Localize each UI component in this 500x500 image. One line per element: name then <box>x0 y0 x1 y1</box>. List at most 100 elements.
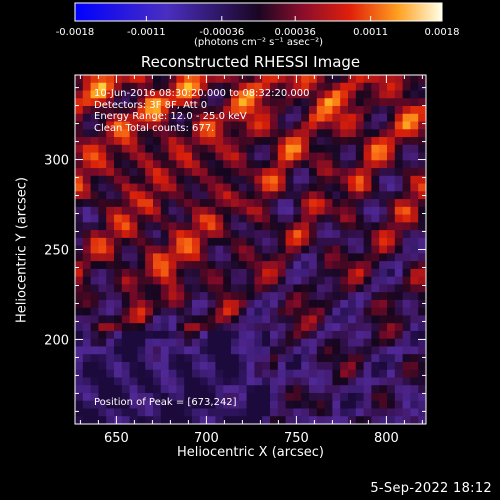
heatmap-cell <box>293 346 302 355</box>
heatmap-cell <box>371 90 380 99</box>
heatmap-cell <box>184 268 193 278</box>
heatmap-cell <box>379 168 388 177</box>
heatmap-cell <box>348 392 357 402</box>
heatmap-cell <box>121 377 131 386</box>
heatmap-cell <box>387 261 396 270</box>
heatmap-cell <box>192 199 201 208</box>
heatmap-cell <box>207 416 216 424</box>
heatmap-cell <box>348 121 357 130</box>
heatmap-cell <box>106 385 115 394</box>
heatmap-cell <box>379 408 388 417</box>
heatmap-cell <box>332 168 341 177</box>
heatmap-cell <box>402 307 411 317</box>
heatmap-cell <box>355 276 365 285</box>
heatmap-cell <box>168 253 177 262</box>
heatmap-cell <box>394 214 404 223</box>
heatmap-cell <box>121 245 131 254</box>
heatmap-cell <box>254 121 263 130</box>
heatmap-cell <box>223 222 232 231</box>
heatmap-cell <box>176 121 185 130</box>
heatmap-cell <box>215 75 224 84</box>
heatmap-cell <box>324 392 333 402</box>
heatmap-cell <box>402 206 411 216</box>
heatmap-cell <box>246 230 255 239</box>
heatmap-cell <box>270 82 279 92</box>
heatmap-cell <box>121 191 131 200</box>
heatmap-cell <box>324 307 333 317</box>
heatmap-cell <box>277 199 287 208</box>
heatmap-cell <box>114 315 123 324</box>
heatmap-cell <box>223 268 232 278</box>
heatmap-cell <box>90 152 99 161</box>
heatmap-cell <box>301 385 310 394</box>
heatmap-cell <box>340 276 349 285</box>
heatmap-cell <box>121 222 131 231</box>
heatmap-cell <box>176 385 185 394</box>
heatmap-cell <box>387 245 396 254</box>
heatmap-cell <box>410 268 419 278</box>
heatmap-cell <box>371 137 380 146</box>
heatmap-cell <box>387 392 396 402</box>
heatmap-cell <box>262 98 271 107</box>
heatmap-cell <box>387 400 396 410</box>
heatmap-cell <box>184 98 193 107</box>
heatmap-cell <box>324 323 333 332</box>
heatmap-cell <box>199 354 209 363</box>
heatmap-cell <box>153 106 162 115</box>
heatmap-cell <box>98 137 107 146</box>
heatmap-cell <box>394 284 404 293</box>
heatmap-cell <box>153 152 162 161</box>
heatmap-cell <box>176 90 185 99</box>
heatmap-cell <box>98 400 107 410</box>
heatmap-cell <box>207 144 216 154</box>
heatmap-cell <box>355 191 365 200</box>
heatmap-cell <box>145 183 154 192</box>
heatmap-cell <box>293 144 302 154</box>
heatmap-cell <box>192 416 201 424</box>
heatmap-cell <box>176 354 185 363</box>
heatmap-cell <box>238 75 248 84</box>
heatmap-cell <box>176 245 185 254</box>
heatmap-cell <box>402 98 411 107</box>
heatmap-cell <box>137 392 146 402</box>
heatmap-cell <box>270 330 279 340</box>
heatmap-cell <box>355 98 365 107</box>
heatmap-cell <box>153 338 162 348</box>
heatmap-cell <box>410 369 419 379</box>
heatmap-cell <box>285 416 294 424</box>
heatmap-cell <box>332 307 341 317</box>
heatmap-cell <box>301 292 310 301</box>
heatmap-cell <box>394 377 404 386</box>
heatmap-cell <box>379 385 388 394</box>
heatmap-cell <box>223 121 232 130</box>
heatmap-cell <box>137 315 146 324</box>
heatmap-cell <box>137 408 146 417</box>
heatmap-cell <box>176 237 185 247</box>
heatmap-cell <box>106 75 115 84</box>
heatmap-cell <box>153 82 162 92</box>
heatmap-cell <box>301 152 310 161</box>
heatmap-cell <box>270 129 279 138</box>
heatmap-cell <box>98 121 107 130</box>
heatmap-cell <box>410 245 419 254</box>
heatmap-cell <box>254 245 263 254</box>
heatmap-cell <box>168 168 177 177</box>
heatmap-cell <box>348 385 357 394</box>
heatmap-cell <box>153 199 162 208</box>
heatmap-cell <box>184 338 193 348</box>
heatmap-cell <box>82 354 92 363</box>
heatmap-cell <box>332 385 341 394</box>
heatmap-cell <box>168 408 177 417</box>
heatmap-cell <box>223 237 232 247</box>
heatmap-cell <box>168 268 177 278</box>
heatmap-cell <box>207 253 216 262</box>
heatmap-cell <box>270 385 279 394</box>
heatmap-cell <box>379 307 388 317</box>
heatmap-cell <box>316 245 326 254</box>
heatmap-cell <box>231 82 240 92</box>
heatmap-cell <box>137 222 146 231</box>
heatmap-cell <box>90 385 99 394</box>
heatmap-cell <box>106 214 115 223</box>
heatmap-cell <box>246 315 255 324</box>
heatmap-cell <box>121 230 131 239</box>
